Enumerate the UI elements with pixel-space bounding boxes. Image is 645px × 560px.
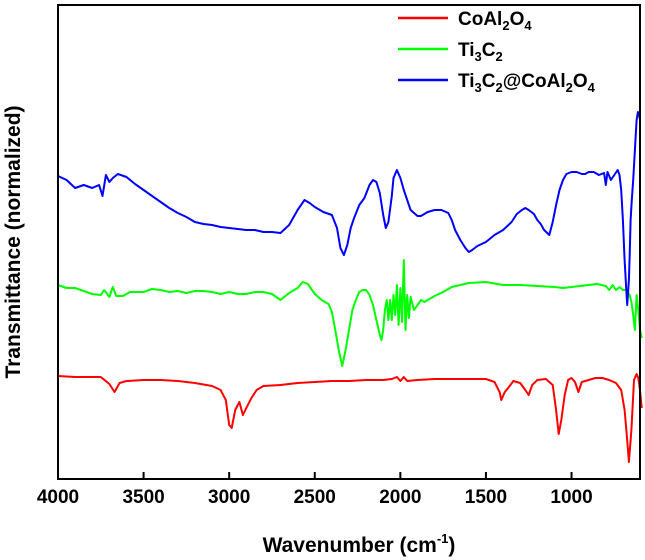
legend-label-1: CoAl2O4 — [458, 9, 532, 33]
x-axis-title: Wavenumber (cm-1) — [263, 531, 456, 557]
legend-label-2: Ti3C2 — [458, 40, 503, 64]
x-tick-label: 2000 — [379, 487, 421, 508]
x-tick-label: 4000 — [37, 487, 79, 508]
x-tick-label: 2500 — [294, 487, 336, 508]
x-axis-title-close: ) — [448, 534, 455, 557]
x-tick-label: 1500 — [465, 487, 507, 508]
x-axis-title-sup: -1 — [437, 531, 449, 546]
series-line-2 — [57, 259, 643, 367]
x-tick-label: 1000 — [550, 487, 592, 508]
series-layer — [57, 111, 643, 463]
plot-frame — [57, 4, 641, 480]
x-tick-label: 3000 — [208, 487, 250, 508]
legend-label-3: Ti3C2@CoAl2O4 — [458, 71, 596, 95]
series-line-3 — [57, 111, 641, 306]
x-tick-label: 3500 — [122, 487, 164, 508]
legend: CoAl2O4 Ti3C2 Ti3C2@CoAl2O4 — [398, 9, 596, 95]
y-axis-title: Transmittance (normalized) — [2, 105, 25, 378]
series-line-1 — [57, 373, 643, 463]
tick-layer: 4000 3500 3000 2500 2000 1500 1000 — [37, 472, 593, 508]
x-axis-title-main: Wavenumber (cm — [263, 534, 437, 557]
